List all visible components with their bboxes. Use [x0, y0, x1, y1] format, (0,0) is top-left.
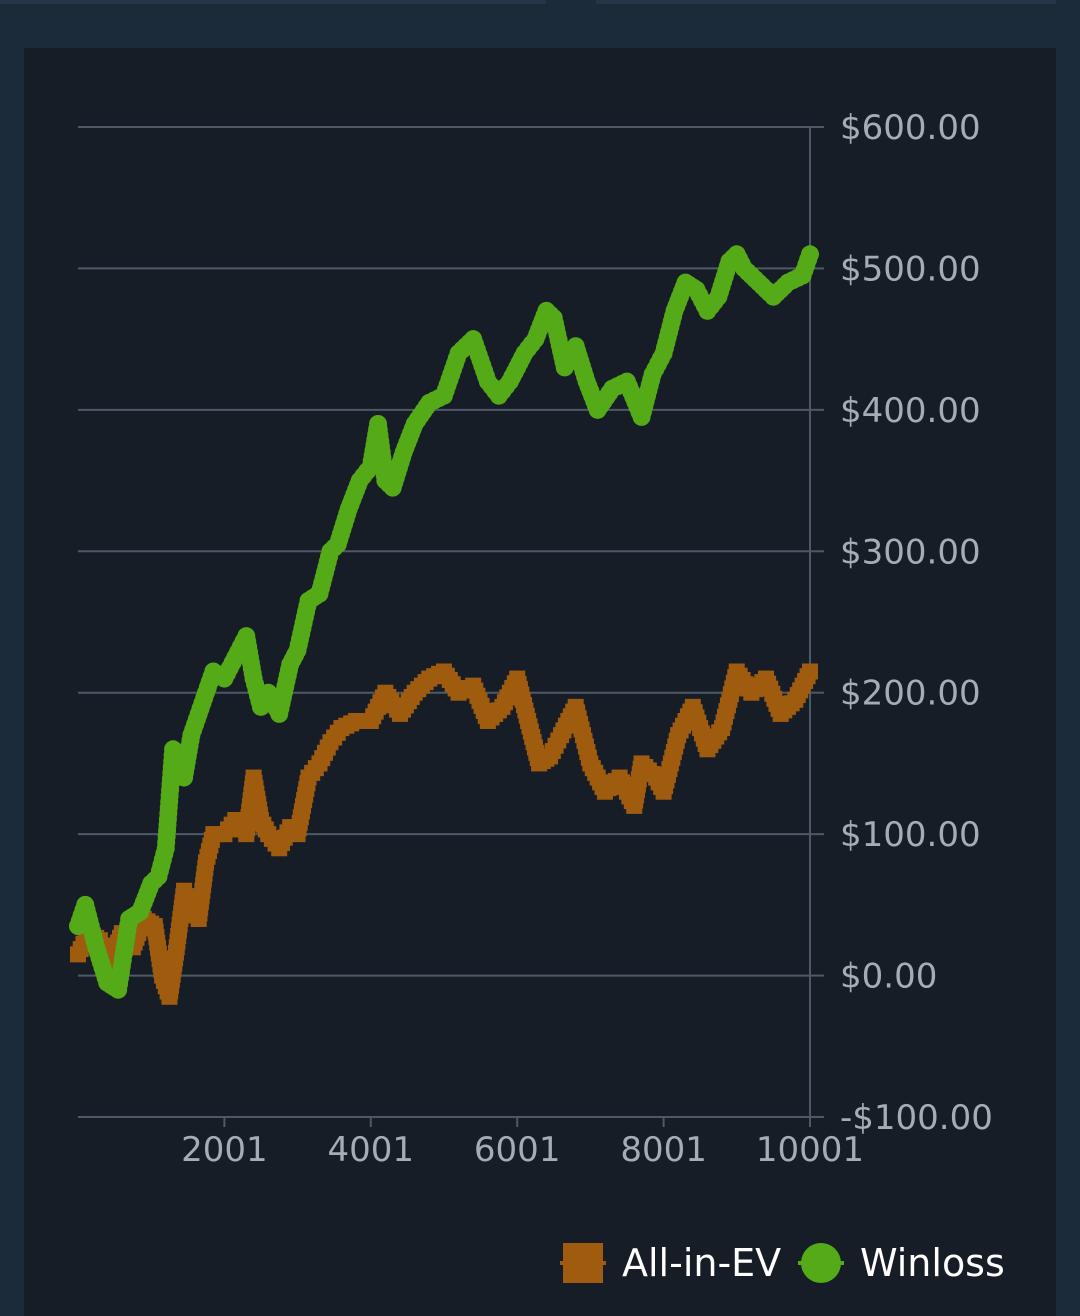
x-tick-label: 6001	[474, 1130, 561, 1170]
series-line	[76, 251, 812, 993]
legend-label: All-in-EV	[622, 1241, 781, 1285]
x-tick-label: 2001	[181, 1130, 268, 1170]
legend[interactable]: All-in-EV Winloss	[560, 1241, 1005, 1285]
x-axis-ticks: 2001 4001 6001 8001 10001	[181, 1117, 864, 1170]
legend-label: Winloss	[860, 1241, 1005, 1285]
chart-panel	[24, 48, 1056, 1316]
top-tab-right	[596, 0, 1056, 4]
y-tick-label: $200.00	[840, 674, 981, 714]
y-tick-label: $400.00	[840, 391, 981, 431]
y-axis-ticks: $600.00 $500.00 $400.00 $300.00 $200.00 $100.…	[810, 108, 993, 1138]
y-tick-label: $100.00	[840, 815, 981, 855]
series-layer	[69, 245, 819, 1005]
legend-circle-marker	[801, 1243, 841, 1283]
data-point	[801, 245, 819, 264]
legend-item-all-in-ev[interactable]: All-in-EV	[560, 1241, 781, 1285]
top-bar	[0, 0, 1080, 48]
data-point	[802, 663, 818, 680]
legend-square-marker	[563, 1243, 603, 1283]
x-tick-label: 8001	[620, 1130, 707, 1170]
y-tick-label: -$100.00	[840, 1098, 993, 1138]
series-winloss	[69, 245, 819, 999]
y-tick-label: $500.00	[840, 249, 981, 289]
x-tick-label: 4001	[328, 1130, 415, 1170]
legend-item-winloss[interactable]: Winloss	[798, 1241, 1005, 1285]
y-tick-label: $0.00	[840, 957, 937, 997]
top-tab-left	[0, 0, 546, 4]
y-tick-label: $300.00	[840, 532, 981, 572]
y-tick-label: $600.00	[840, 108, 981, 148]
grid-lines	[78, 126, 810, 1118]
x-tick-label: 10001	[756, 1130, 864, 1170]
series-all-in-ev	[70, 663, 818, 1005]
